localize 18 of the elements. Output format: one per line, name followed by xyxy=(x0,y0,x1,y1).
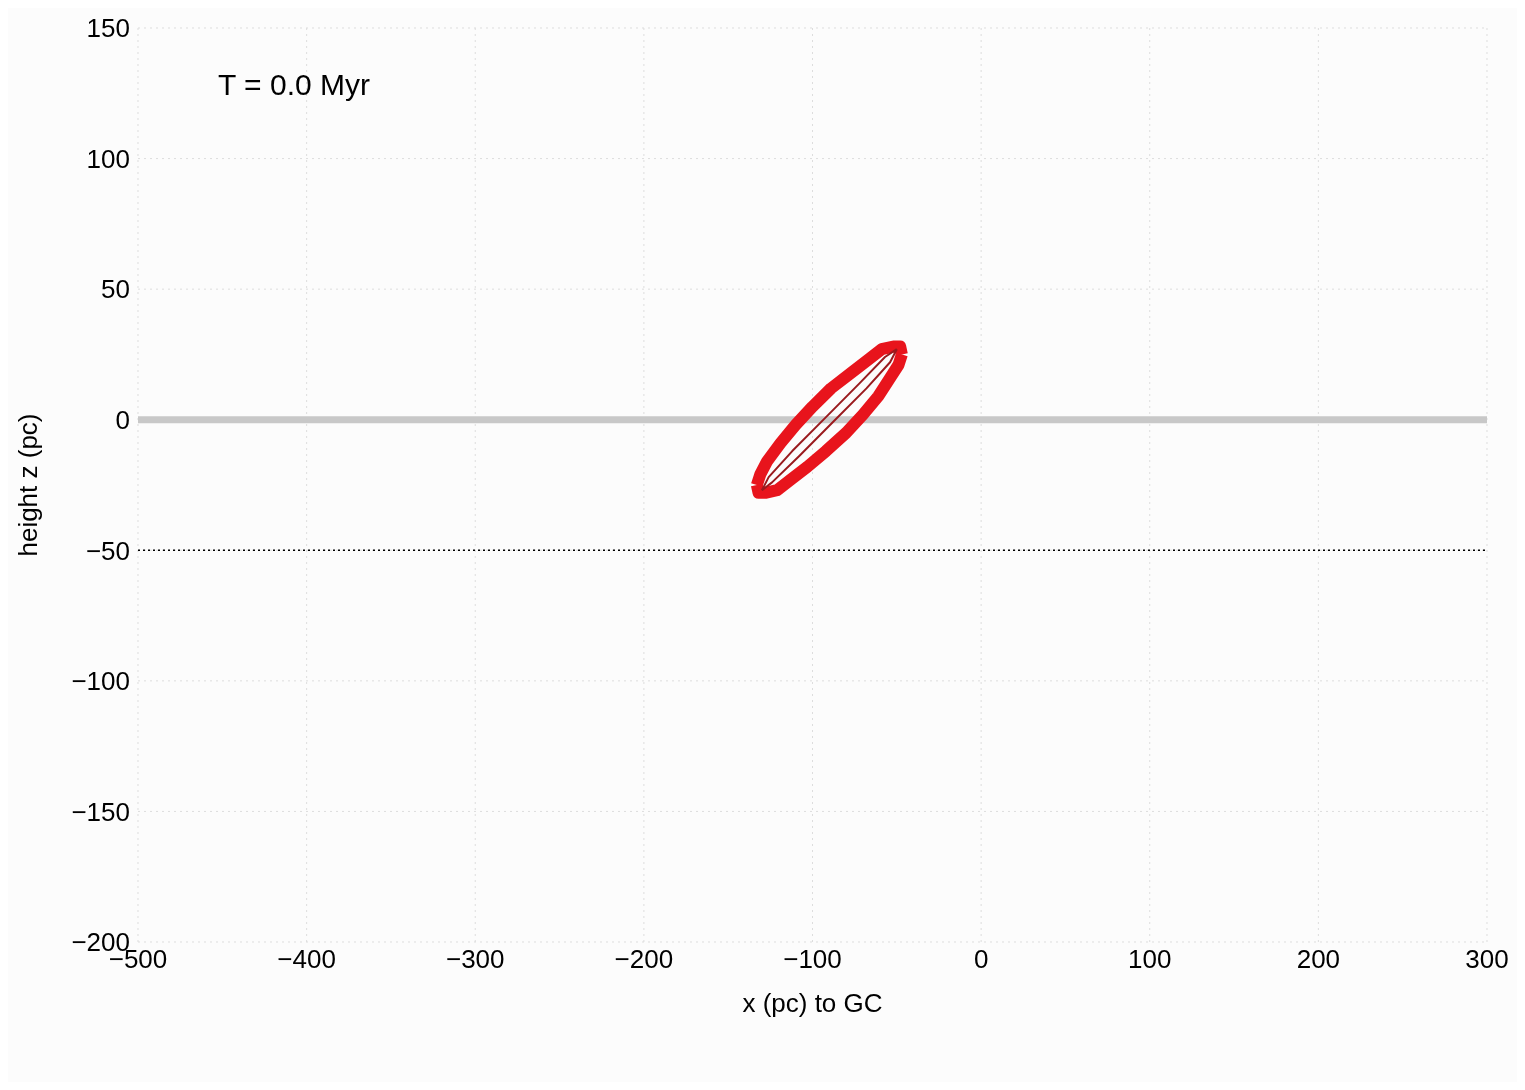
y-tick-label: 0 xyxy=(115,404,130,435)
x-tick-label: −300 xyxy=(445,944,505,975)
y-tick-label: −150 xyxy=(71,796,130,827)
x-tick-label: 200 xyxy=(1296,944,1341,975)
x-tick-label: 300 xyxy=(1465,944,1509,975)
y-tick-label: 50 xyxy=(101,274,130,305)
annotation: T = 0.0 Myr xyxy=(218,68,370,102)
x-tick-label: −200 xyxy=(614,944,674,975)
y-tick-label: −100 xyxy=(71,666,130,697)
x-tick-label: −400 xyxy=(277,944,336,975)
y-axis-title: height z (pc) xyxy=(13,413,44,557)
x-tick-label: 0 xyxy=(973,944,989,975)
y-tick-label: −50 xyxy=(85,535,130,566)
x-axis-title: x (pc) to GC xyxy=(742,988,883,1018)
x-tick-label: 100 xyxy=(1128,944,1172,975)
x-tick-label: −100 xyxy=(783,944,842,975)
y-tick-label: 100 xyxy=(86,143,130,174)
y-tick-label: 150 xyxy=(86,13,130,44)
